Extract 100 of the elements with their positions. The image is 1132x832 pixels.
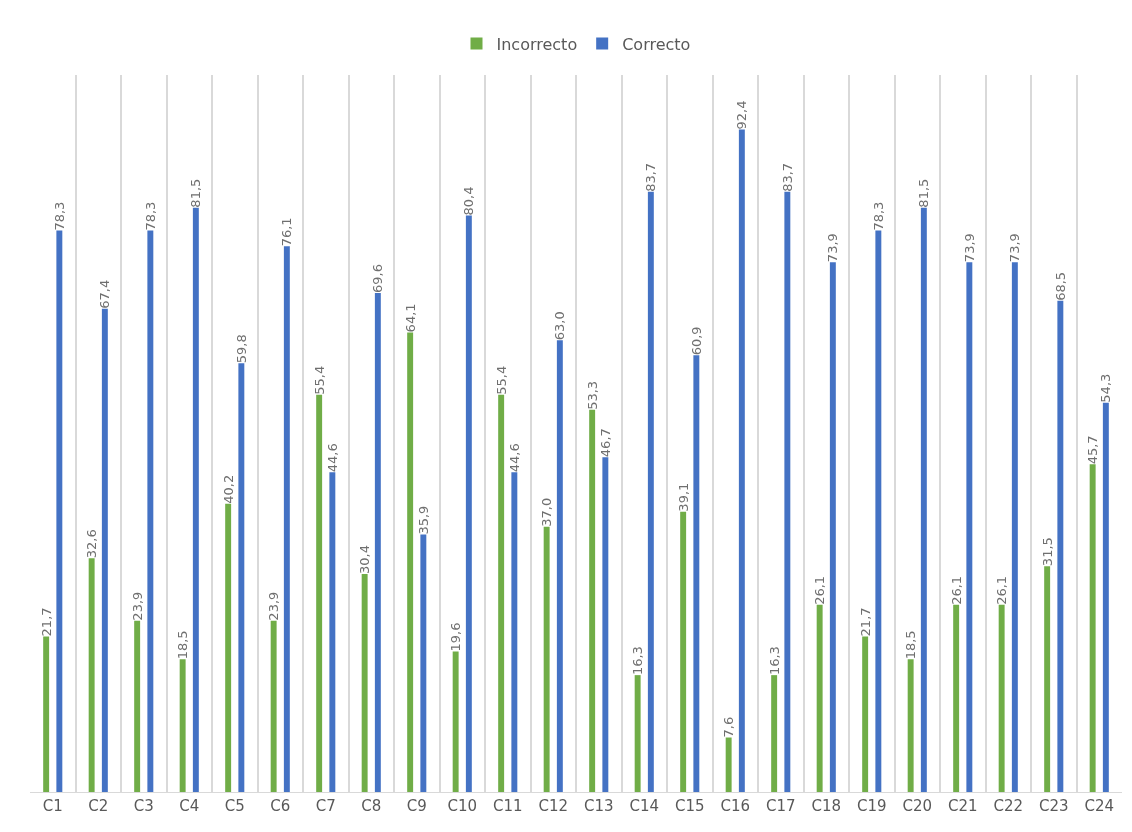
data-label: 63,0	[552, 311, 568, 341]
data-label: 31,5	[1039, 537, 1055, 567]
x-tick-label: C2	[88, 797, 109, 815]
data-label: 81,5	[916, 178, 932, 208]
bar	[329, 472, 336, 792]
data-label: 35,9	[415, 505, 431, 535]
bar	[771, 675, 778, 792]
x-tick-label: C12	[538, 797, 569, 815]
data-label: 37,0	[539, 497, 555, 527]
bar	[407, 332, 414, 792]
x-tick-label: C14	[629, 797, 660, 815]
x-tick-label: C20	[902, 797, 933, 815]
data-label: 21,7	[857, 607, 873, 637]
x-tick-label: C5	[224, 797, 245, 815]
bar	[816, 604, 823, 792]
data-label: 19,6	[448, 622, 464, 652]
x-tick-label: C21	[947, 797, 978, 815]
data-label: 78,3	[51, 201, 67, 231]
bar	[1089, 464, 1096, 792]
bar	[1102, 402, 1109, 792]
data-label: 55,4	[493, 365, 509, 395]
data-label: 60,9	[688, 326, 704, 356]
data-label: 53,3	[584, 380, 600, 410]
data-label: 73,9	[1007, 233, 1023, 263]
data-label: 30,4	[357, 545, 373, 575]
data-label: 18,5	[175, 630, 191, 660]
bar	[953, 604, 960, 792]
x-tick-label: C1	[42, 797, 63, 815]
bar	[361, 574, 368, 792]
x-tick-label: C16	[720, 797, 751, 815]
data-label: 46,7	[597, 428, 613, 458]
data-label: 78,3	[870, 201, 886, 231]
data-label: 16,3	[630, 646, 646, 676]
data-label: 26,1	[948, 575, 964, 605]
x-tick-label: C15	[674, 797, 705, 815]
data-label: 44,6	[324, 443, 340, 473]
x-tick-label: C3	[133, 797, 154, 815]
x-tick-label: C23	[1038, 797, 1069, 815]
bar	[1057, 300, 1064, 792]
bar	[589, 409, 596, 792]
x-tick-label: C24	[1084, 797, 1115, 815]
data-label: 26,1	[812, 575, 828, 605]
data-label: 54,3	[1098, 373, 1114, 403]
data-label: 40,2	[220, 474, 236, 504]
data-label: 83,7	[779, 162, 795, 192]
data-label: 64,1	[402, 303, 418, 333]
bar	[465, 215, 472, 792]
data-label: 69,6	[370, 264, 386, 293]
x-tick-label: C7	[315, 797, 336, 815]
bar	[647, 191, 654, 792]
bar	[907, 659, 914, 792]
bar	[829, 262, 836, 792]
x-tick-label: C8	[361, 797, 382, 815]
bar	[316, 394, 323, 792]
data-label: 16,3	[766, 646, 782, 676]
data-label: 83,7	[643, 162, 659, 192]
data-label: 76,1	[279, 217, 295, 247]
x-tick-label: C18	[811, 797, 842, 815]
bar	[556, 340, 563, 792]
bar	[88, 558, 95, 792]
bar	[862, 636, 869, 792]
bar	[998, 604, 1005, 792]
bar	[420, 534, 427, 792]
data-label: 59,8	[233, 334, 249, 364]
data-label: 39,1	[675, 482, 691, 512]
bar	[543, 526, 550, 792]
bar	[56, 230, 63, 792]
bar	[725, 737, 732, 792]
bar	[374, 292, 381, 792]
bar	[602, 457, 609, 792]
data-label: 68,5	[1052, 271, 1068, 301]
bar	[966, 262, 973, 792]
bar	[283, 246, 290, 792]
data-label: 73,9	[961, 233, 977, 263]
bar	[680, 511, 687, 792]
bar	[1044, 566, 1051, 792]
bar	[738, 129, 745, 792]
x-tick-label: C22	[993, 797, 1024, 815]
data-label: 23,9	[129, 591, 145, 621]
bar	[634, 675, 641, 792]
bar	[1011, 262, 1018, 792]
data-label: 45,7	[1085, 435, 1101, 465]
data-label: 26,1	[994, 575, 1010, 605]
data-label: 55,4	[311, 365, 327, 395]
bar	[270, 620, 277, 792]
bar	[784, 191, 791, 792]
bar	[43, 636, 50, 792]
data-label: 32,6	[84, 529, 100, 559]
bar	[920, 207, 927, 792]
bar	[225, 503, 232, 792]
bar	[693, 355, 700, 792]
bar	[101, 308, 108, 792]
data-label: 81,5	[188, 178, 204, 208]
data-label: 67,4	[97, 279, 113, 309]
bar	[179, 659, 186, 792]
x-tick-label: C6	[270, 797, 291, 815]
legend-label: Correcto	[622, 34, 691, 54]
x-tick-label: C11	[492, 797, 523, 815]
x-tick-label: C17	[765, 797, 796, 815]
x-tick-label: C4	[179, 797, 200, 815]
